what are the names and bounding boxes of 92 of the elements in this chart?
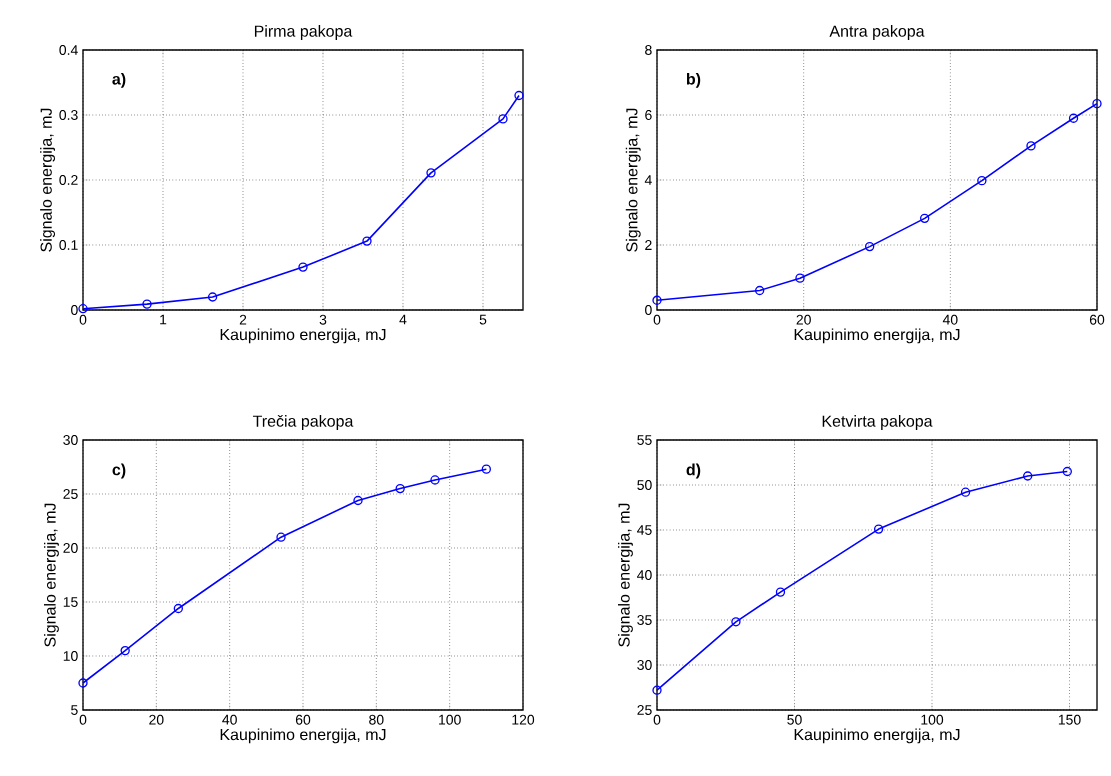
point bbox=[755, 285, 765, 296]
y-tick-label: 55 bbox=[637, 435, 652, 445]
y-tick-label: 20 bbox=[63, 543, 78, 553]
y-tick-label: 25 bbox=[63, 489, 78, 499]
y-tick-label: 8 bbox=[645, 45, 652, 55]
y-axis-title: Signalo energija, mJ bbox=[43, 503, 59, 647]
y-tick-label: 2 bbox=[645, 240, 652, 250]
point bbox=[498, 114, 508, 124]
x-tick-label: 20 bbox=[796, 314, 811, 325]
y-tick-label: 5 bbox=[71, 705, 78, 715]
x-tick-label: 40 bbox=[222, 714, 237, 725]
x-tick-label: 0 bbox=[79, 314, 87, 325]
annotation: b) bbox=[686, 72, 701, 88]
point bbox=[426, 168, 436, 178]
y-tick-label: 30 bbox=[637, 660, 652, 670]
point bbox=[1026, 141, 1036, 151]
chart-title: Antra pakopa bbox=[829, 25, 925, 40]
x-tick-label: 100 bbox=[921, 714, 944, 725]
chart-title: Pirma pakopa bbox=[254, 25, 353, 40]
x-axis-title: Kaupinimo energija, mJ bbox=[220, 328, 386, 344]
x-tick-label: 150 bbox=[1058, 714, 1081, 725]
y-tick-label: 25 bbox=[637, 705, 652, 715]
y-tick-label: 0.3 bbox=[59, 110, 78, 120]
x-tick-label: 0 bbox=[653, 314, 661, 325]
x-tick-label: 5 bbox=[479, 314, 487, 325]
point bbox=[652, 295, 662, 305]
point bbox=[960, 487, 971, 497]
annotation: d) bbox=[686, 463, 701, 479]
x-tick-label: 100 bbox=[439, 714, 461, 725]
point bbox=[977, 175, 987, 186]
y-tick-label: 50 bbox=[637, 480, 652, 490]
point bbox=[298, 262, 308, 272]
point bbox=[652, 685, 662, 695]
point bbox=[514, 90, 524, 101]
y-tick-label: 45 bbox=[637, 525, 652, 535]
y-tick-label: 35 bbox=[637, 615, 652, 625]
point bbox=[142, 299, 152, 309]
y-tick-label: 10 bbox=[63, 651, 78, 661]
point bbox=[1062, 466, 1072, 477]
x-tick-label: 50 bbox=[787, 714, 802, 725]
x-tick-label: 1 bbox=[160, 314, 167, 325]
x-tick-label: 0 bbox=[653, 714, 661, 725]
x-tick-label: 2 bbox=[239, 314, 247, 325]
y-tick-label: 15 bbox=[63, 597, 78, 607]
point bbox=[865, 241, 875, 252]
x-tick-label: 20 bbox=[149, 714, 164, 725]
point bbox=[362, 236, 372, 246]
annotation: c) bbox=[112, 463, 126, 479]
point bbox=[353, 495, 363, 506]
point bbox=[1068, 113, 1079, 123]
point bbox=[775, 587, 786, 597]
y-tick-label: 0 bbox=[71, 305, 78, 315]
point bbox=[795, 273, 805, 283]
point bbox=[276, 532, 286, 542]
point bbox=[731, 617, 741, 627]
y-tick-label: 30 bbox=[63, 435, 78, 445]
point bbox=[395, 483, 405, 494]
x-axis-title: Kaupinimo energija, mJ bbox=[794, 728, 960, 744]
y-tick-label: 40 bbox=[637, 570, 652, 580]
point bbox=[1023, 471, 1033, 481]
x-tick-label: 40 bbox=[942, 314, 958, 325]
point bbox=[873, 524, 884, 534]
x-axis-title: Kaupinimo energija, mJ bbox=[220, 728, 386, 744]
point bbox=[120, 645, 130, 656]
point bbox=[78, 678, 88, 688]
chart-title: Ketvirta pakopa bbox=[822, 415, 933, 430]
x-axis-title: Kaupinimo energija, mJ bbox=[794, 328, 960, 344]
y-tick-label: 0.1 bbox=[59, 240, 78, 250]
y-tick-label: 4 bbox=[644, 175, 652, 185]
chart-title: Trečia pakopa bbox=[252, 414, 354, 430]
y-axis-title: Signalo energija, mJ bbox=[618, 503, 633, 647]
y-tick-label: 0.2 bbox=[59, 175, 78, 185]
point bbox=[920, 213, 930, 224]
y-axis-title: Signalo energija, mJ bbox=[625, 108, 641, 252]
x-tick-label: 0 bbox=[79, 714, 87, 725]
x-tick-label: 3 bbox=[319, 314, 327, 325]
y-tick-label: 0.4 bbox=[59, 45, 78, 55]
x-tick-label: 120 bbox=[512, 714, 535, 725]
point bbox=[207, 292, 218, 302]
point bbox=[173, 603, 184, 614]
point bbox=[481, 464, 492, 474]
point bbox=[430, 475, 440, 485]
x-tick-label: 60 bbox=[295, 714, 311, 725]
y-tick-label: 0 bbox=[645, 305, 652, 315]
x-tick-label: 60 bbox=[1089, 314, 1105, 325]
point bbox=[1092, 98, 1102, 109]
x-tick-label: 80 bbox=[369, 714, 384, 725]
y-axis-title: Signalo energija, mJ bbox=[40, 108, 56, 252]
y-tick-label: 6 bbox=[645, 110, 652, 120]
point bbox=[78, 304, 88, 314]
annotation: a) bbox=[112, 72, 126, 88]
x-tick-label: 4 bbox=[399, 314, 407, 325]
